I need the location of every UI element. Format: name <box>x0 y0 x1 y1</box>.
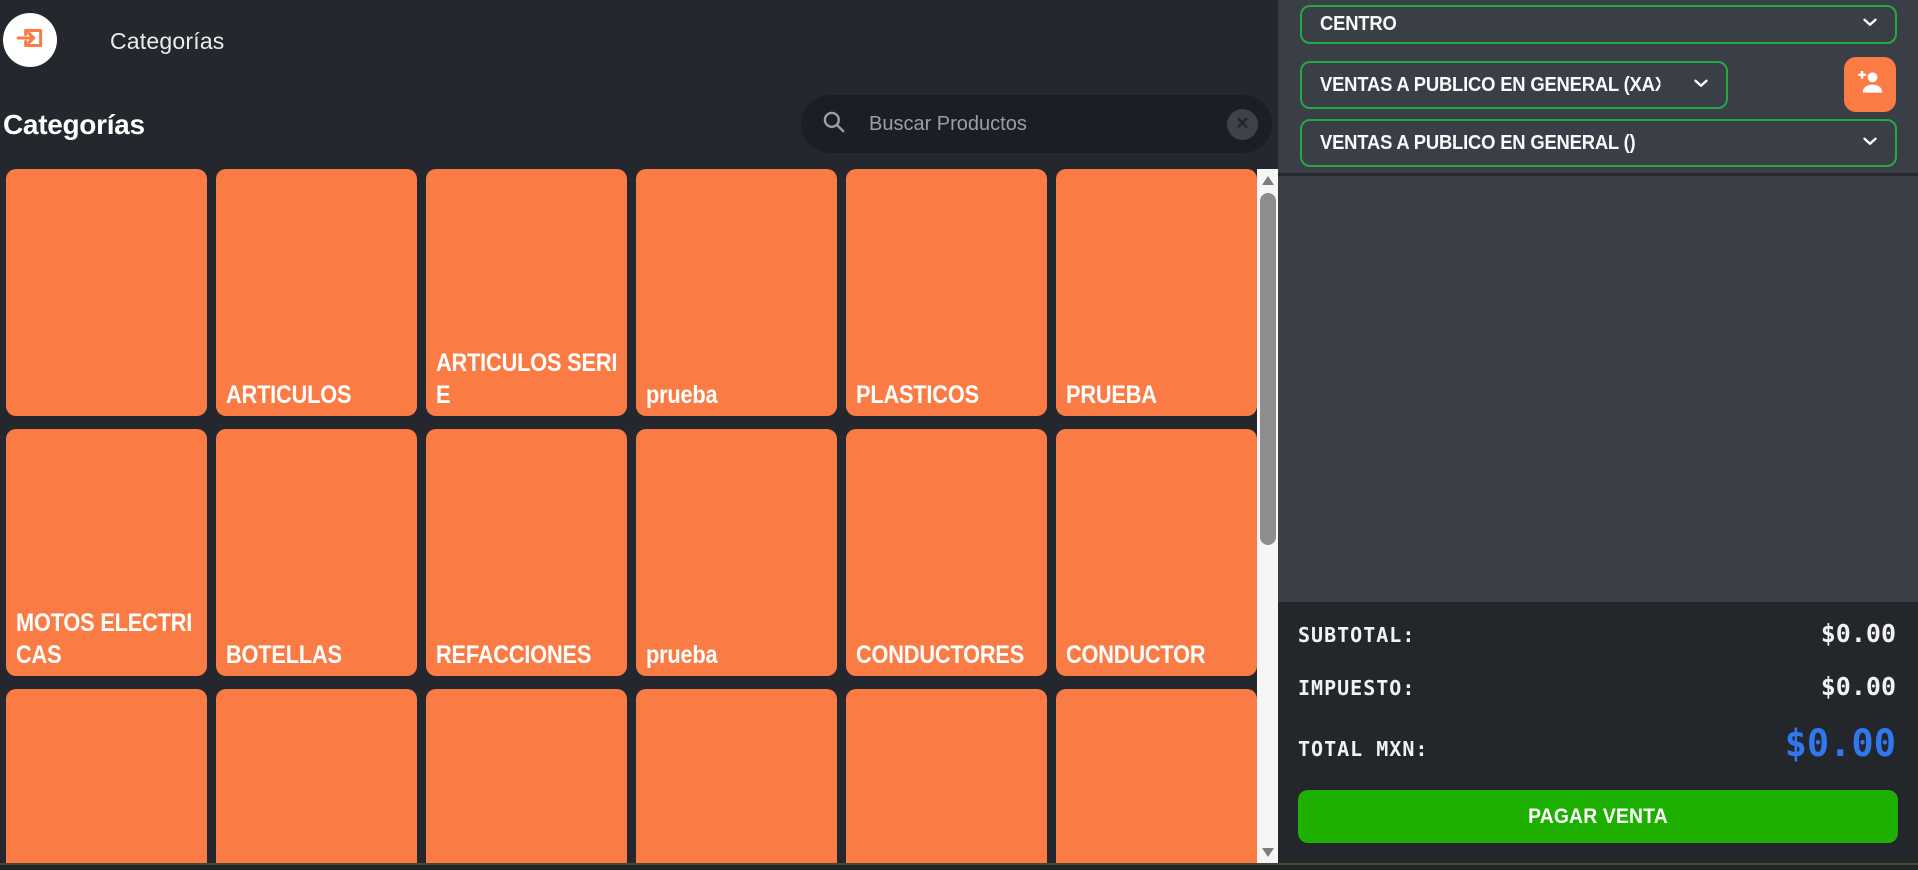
tax-row: IMPUESTO: $0.00 <box>1298 672 1896 701</box>
pay-sale-label: PAGAR VENTA <box>1528 804 1668 828</box>
page-title: Categorías <box>110 28 225 54</box>
product-search: ✕ <box>801 95 1272 153</box>
pay-sale-button[interactable]: PAGAR VENTA <box>1298 790 1898 843</box>
category-tile[interactable]: ARTICULOS <box>216 169 417 416</box>
category-tile[interactable]: CONDUCTORES <box>846 429 1047 676</box>
sale-panel: CENTRO VENTAS A PUBLICO EN GENERAL (XAXX… <box>1278 0 1918 870</box>
exit-icon <box>15 23 45 58</box>
subtotal-row: SUBTOTAL: $0.00 <box>1298 619 1896 648</box>
receptor-select[interactable]: VENTAS A PUBLICO EN GENERAL () <box>1300 119 1897 167</box>
add-customer-button[interactable] <box>1844 57 1896 112</box>
total-value: $0.00 <box>1784 722 1896 765</box>
totals-section: SUBTOTAL: $0.00 IMPUESTO: $0.00 TOTAL MX… <box>1278 602 1918 864</box>
window-bottom-edge <box>0 863 1918 870</box>
customer-select[interactable]: VENTAS A PUBLICO EN GENERAL (XAXX0101… <box>1300 61 1728 109</box>
chevron-down-icon <box>1859 130 1881 157</box>
category-tile[interactable]: MOTOS ELECTRICAS <box>6 429 207 676</box>
category-tile[interactable]: REFACCIONES <box>426 429 627 676</box>
category-label: prueba <box>646 641 718 669</box>
category-tile[interactable]: PRUEBA <box>1056 169 1257 416</box>
divider <box>1278 173 1918 176</box>
category-tile[interactable] <box>426 689 627 870</box>
chevron-down-icon <box>1690 72 1712 99</box>
category-label: CONDUCTOR <box>1066 641 1206 669</box>
category-tile[interactable] <box>6 169 207 416</box>
subtotal-value: $0.00 <box>1820 619 1896 648</box>
category-label: BOTELLAS <box>226 641 342 669</box>
catalog-scrollbar[interactable] <box>1257 169 1279 864</box>
category-label: REFACCIONES <box>436 641 592 669</box>
cart-items-area <box>1278 176 1918 602</box>
category-label: MOTOS ELECTRICAS <box>16 609 193 669</box>
category-tile[interactable]: prueba <box>636 169 837 416</box>
category-tile[interactable] <box>636 689 837 870</box>
category-tile[interactable]: PLASTICOS <box>846 169 1047 416</box>
scrollbar-thumb[interactable] <box>1260 193 1276 545</box>
branch-select[interactable]: CENTRO <box>1300 5 1897 44</box>
category-label: ARTICULOS <box>226 381 352 409</box>
search-input[interactable] <box>869 112 1227 136</box>
category-tile[interactable]: BOTELLAS <box>216 429 417 676</box>
category-grid: ARTICULOS ARTICULOS SERIE prueba PLASTICOS P… <box>6 169 1257 870</box>
customer-select-value: VENTAS A PUBLICO EN GENERAL (XAXX0101… <box>1320 73 1660 96</box>
category-tile[interactable]: ARTICULOS SERIE <box>426 169 627 416</box>
category-tile[interactable] <box>1056 689 1257 870</box>
clear-search-icon[interactable]: ✕ <box>1227 108 1258 140</box>
category-tile[interactable] <box>846 689 1047 870</box>
tax-value: $0.00 <box>1820 672 1896 701</box>
category-tile[interactable]: prueba <box>636 429 837 676</box>
logo-button[interactable] <box>3 13 57 67</box>
category-label: CONDUCTORES <box>856 641 1025 669</box>
category-tile[interactable]: CONDUCTOR <box>1056 429 1257 676</box>
tax-label: IMPUESTO: <box>1298 676 1416 700</box>
scroll-down-icon[interactable] <box>1262 848 1274 857</box>
receptor-select-value: VENTAS A PUBLICO EN GENERAL () <box>1320 131 1636 154</box>
category-tile[interactable] <box>6 689 207 870</box>
person-add-icon <box>1855 67 1885 102</box>
total-label: TOTAL MXN: <box>1298 737 1429 761</box>
category-label: prueba <box>646 381 718 409</box>
category-label: ARTICULOS SERIE <box>436 349 618 409</box>
branch-select-value: CENTRO <box>1320 13 1397 35</box>
catalog-panel: Categorías Categorías ✕ ARTICULOSARTICUL… <box>3 13 1279 870</box>
category-label: PLASTICOS <box>856 381 979 409</box>
scroll-up-icon[interactable] <box>1262 176 1274 185</box>
search-icon <box>821 109 847 140</box>
section-title: Categorías <box>3 109 145 140</box>
chevron-down-icon <box>1859 11 1881 38</box>
category-tile[interactable] <box>216 689 417 870</box>
subtotal-label: SUBTOTAL: <box>1298 623 1416 647</box>
category-label: PRUEBA <box>1066 381 1157 409</box>
total-row: TOTAL MXN: $0.00 <box>1298 722 1896 765</box>
